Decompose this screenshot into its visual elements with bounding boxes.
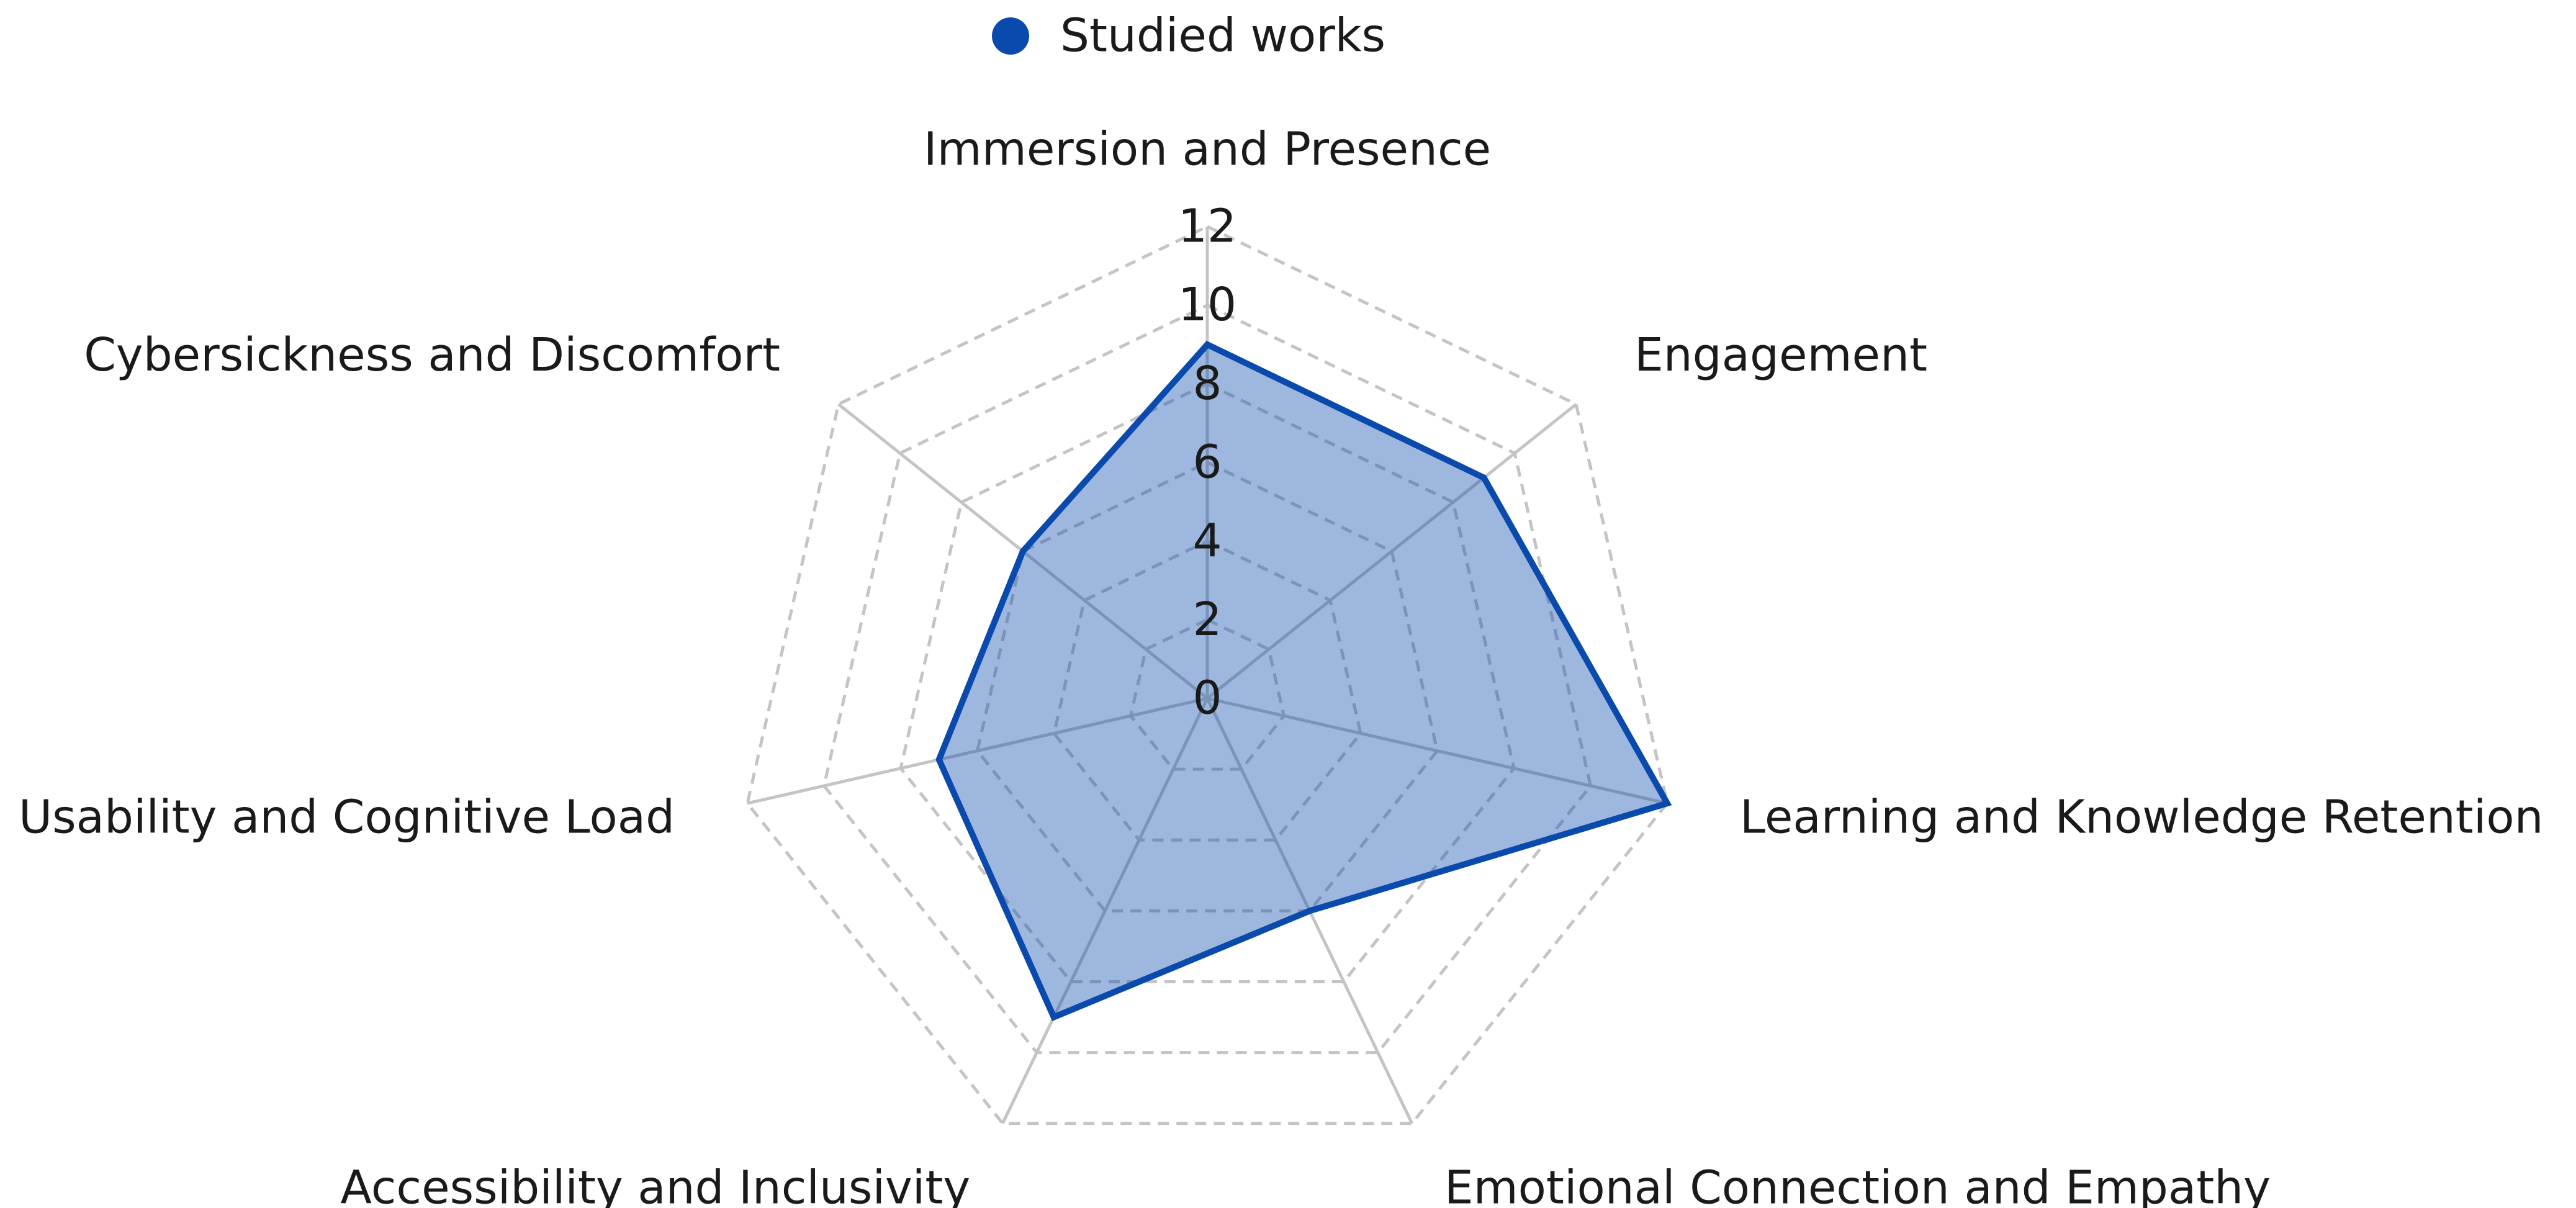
- spoke: [1207, 696, 1668, 805]
- legend-label: Studied works: [1060, 9, 1385, 63]
- r-tick-label: 8: [1192, 357, 1222, 410]
- grid-ring: [899, 382, 1516, 983]
- r-tick-label: 12: [1178, 200, 1236, 253]
- axis-label: Immersion and Presence: [924, 123, 1491, 176]
- labels: Immersion and Presence Engagement Learning…: [19, 9, 2544, 1208]
- axis-label: Engagement: [1634, 328, 1927, 382]
- r-tick-label: 0: [1192, 672, 1222, 725]
- r-tick-label: 4: [1192, 514, 1222, 567]
- series-area: [935, 340, 1672, 1022]
- grid-ring: [822, 303, 1593, 1055]
- axis-label: Emotional Connection and Empathy: [1444, 1161, 2271, 1208]
- legend-marker: [992, 17, 1029, 55]
- grid-ring: [745, 225, 1669, 1125]
- grid-ring: [1052, 539, 1362, 842]
- grid-ring: [975, 461, 1439, 913]
- spoke: [747, 696, 1208, 805]
- spoke: [1001, 697, 1209, 1124]
- r-tick-label: 10: [1178, 278, 1236, 331]
- r-tick-label: 6: [1192, 436, 1222, 489]
- marks: [935, 340, 1672, 1022]
- axis-label: Accessibility and Inclusivity: [340, 1161, 970, 1208]
- axis-label: Usability and Cognitive Load: [19, 790, 675, 844]
- grid-ring: [1128, 618, 1286, 771]
- spoke: [1206, 403, 1577, 700]
- axis-label: Learning and Knowledge Retention: [1740, 790, 2544, 844]
- r-tick-label: 2: [1192, 593, 1222, 646]
- axis-label: Cybersickness and Discomfort: [84, 328, 780, 382]
